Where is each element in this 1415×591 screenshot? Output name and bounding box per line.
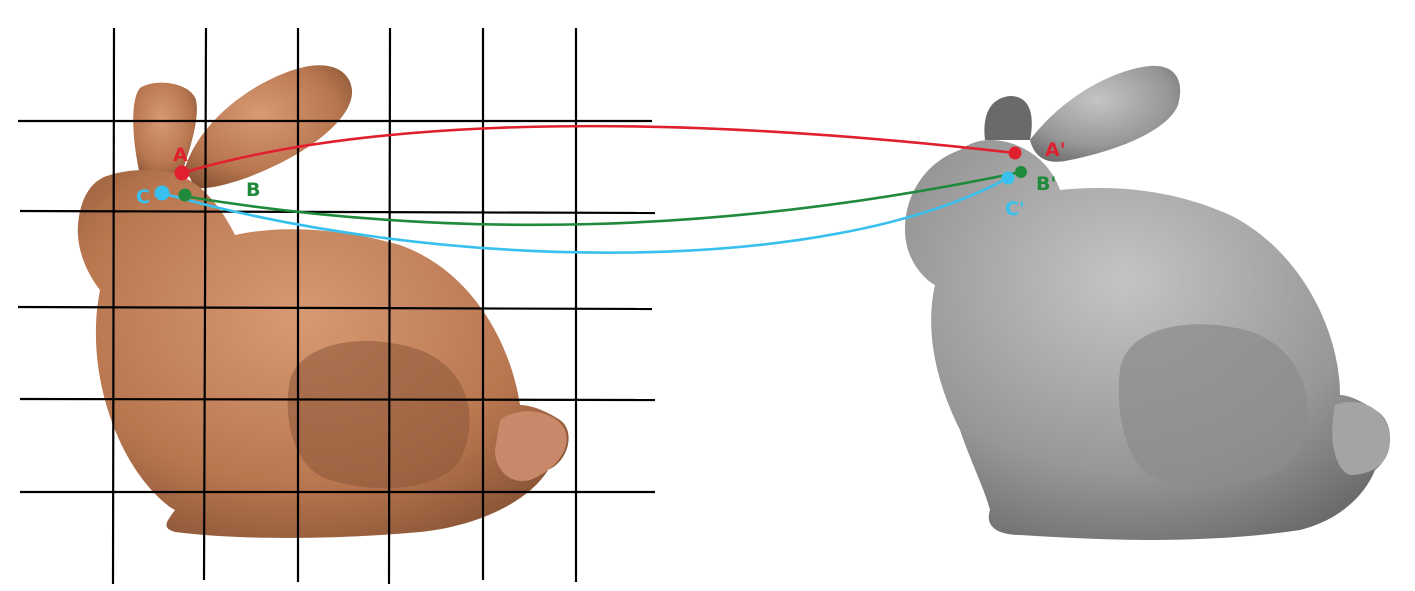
source-points: A B C: [136, 144, 260, 208]
grid-h-3: [17, 305, 653, 311]
grid-v-2: [202, 27, 208, 581]
mesh-bunny-leg: [1118, 324, 1308, 487]
point-a: [174, 165, 190, 181]
label-c-prime: C': [1005, 198, 1025, 220]
point-b-prime: [1015, 166, 1027, 178]
label-b-prime: B': [1036, 173, 1056, 195]
correspondence-curves: [161, 124, 1022, 254]
mesh-bunny-front-ear: [984, 96, 1032, 140]
mesh-bunny-back-ear: [1030, 65, 1181, 162]
curve-b: [182, 170, 1022, 227]
textured-bunny-back-ear: [185, 65, 353, 189]
grid-v-1: [111, 27, 116, 585]
grid-h-4: [19, 397, 656, 402]
mesh-bunny-tail: [1332, 401, 1390, 475]
textured-bunny-front-ear: [133, 82, 197, 178]
curve-a: [181, 124, 1016, 175]
textured-bunny: [77, 65, 569, 538]
mesh-bunny: [905, 65, 1390, 540]
label-a: A: [173, 144, 188, 166]
grid-h-2: [19, 209, 656, 215]
label-c: C: [136, 186, 150, 208]
curve-c: [161, 176, 1009, 254]
textured-bunny-leg-shadow: [287, 341, 470, 489]
matched-points: A' B' C': [1001, 139, 1066, 220]
label-a-prime: A': [1045, 139, 1066, 161]
point-a-prime: [1008, 146, 1022, 160]
grid: [17, 27, 656, 585]
point-c-prime: [1001, 171, 1015, 185]
grid-v-4: [387, 27, 392, 585]
label-b: B: [246, 179, 260, 201]
textured-bunny-tail: [495, 411, 567, 481]
point-b: [178, 188, 192, 202]
point-c: [154, 185, 170, 201]
